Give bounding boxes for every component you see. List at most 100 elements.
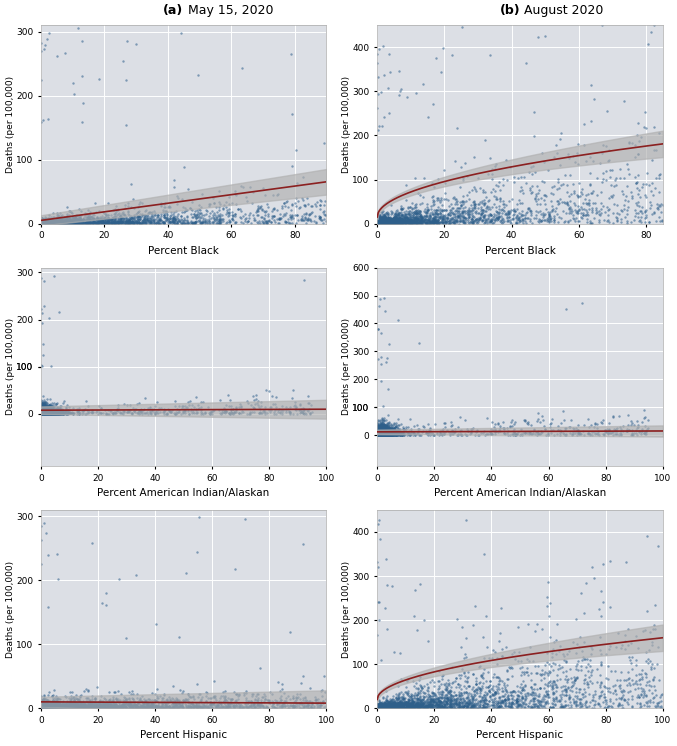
Point	[431, 216, 441, 228]
Point	[38, 407, 49, 419]
Point	[388, 217, 399, 229]
Point	[377, 428, 388, 440]
Point	[642, 695, 653, 707]
Point	[378, 216, 389, 228]
Point	[386, 696, 397, 708]
Point	[43, 404, 53, 416]
Point	[562, 215, 573, 227]
Point	[88, 700, 99, 712]
Point	[103, 408, 114, 420]
Point	[391, 702, 401, 714]
Point	[116, 207, 127, 219]
Point	[374, 425, 385, 437]
Point	[82, 216, 93, 228]
Point	[380, 423, 391, 435]
Point	[96, 402, 107, 414]
Point	[48, 684, 59, 696]
Point	[436, 698, 447, 709]
Point	[375, 429, 386, 441]
Point	[412, 698, 423, 710]
Point	[399, 214, 410, 226]
Point	[38, 406, 49, 418]
Point	[399, 216, 410, 228]
Point	[50, 407, 61, 419]
Point	[376, 428, 387, 440]
Point	[517, 696, 527, 708]
Point	[64, 407, 74, 419]
Point	[412, 688, 423, 700]
Point	[415, 698, 426, 709]
Point	[396, 701, 407, 713]
Point	[581, 577, 592, 589]
Point	[272, 702, 283, 714]
Point	[39, 398, 49, 410]
Point	[319, 208, 330, 220]
Point	[382, 214, 393, 226]
Point	[376, 427, 387, 439]
Point	[382, 426, 393, 438]
Point	[513, 690, 524, 702]
Point	[49, 696, 60, 708]
Point	[37, 408, 48, 420]
Point	[151, 695, 162, 707]
Point	[409, 213, 420, 225]
Point	[373, 427, 384, 439]
Point	[44, 216, 55, 228]
Point	[383, 429, 394, 441]
Point	[383, 701, 393, 713]
Point	[376, 699, 387, 711]
Point	[383, 699, 394, 711]
Point	[443, 218, 454, 230]
Point	[87, 217, 98, 229]
Point	[502, 210, 513, 222]
Point	[56, 215, 67, 227]
Point	[46, 407, 57, 419]
Point	[429, 204, 440, 216]
Point	[373, 124, 384, 136]
Point	[622, 623, 633, 635]
Point	[393, 217, 404, 229]
Point	[551, 207, 562, 219]
Point	[559, 653, 569, 665]
Point	[372, 701, 383, 713]
Point	[68, 701, 79, 713]
Point	[494, 206, 504, 218]
Point	[496, 675, 507, 687]
Point	[105, 701, 116, 713]
Point	[486, 209, 497, 221]
Point	[437, 688, 447, 700]
Point	[257, 700, 268, 712]
Point	[372, 425, 383, 437]
Point	[301, 217, 312, 229]
Point	[500, 199, 511, 211]
Point	[39, 407, 50, 419]
Point	[374, 421, 385, 433]
Point	[429, 216, 440, 228]
Point	[57, 407, 68, 419]
Point	[274, 213, 285, 225]
Point	[374, 427, 385, 439]
Point	[66, 700, 77, 712]
Point	[374, 216, 385, 228]
Point	[376, 421, 387, 433]
Point	[471, 675, 481, 687]
Point	[445, 697, 456, 709]
Point	[52, 700, 63, 712]
Point	[540, 423, 550, 435]
Point	[374, 429, 385, 441]
Point	[53, 215, 64, 227]
Point	[393, 702, 404, 714]
Point	[38, 404, 49, 416]
Point	[441, 192, 452, 204]
Point	[572, 664, 583, 676]
Point	[179, 214, 190, 226]
Point	[424, 700, 435, 712]
Point	[43, 403, 53, 415]
Point	[383, 216, 394, 228]
Point	[123, 214, 134, 226]
Point	[376, 427, 387, 439]
Point	[37, 406, 48, 418]
Point	[303, 209, 314, 221]
Point	[639, 216, 650, 228]
Point	[374, 701, 385, 713]
